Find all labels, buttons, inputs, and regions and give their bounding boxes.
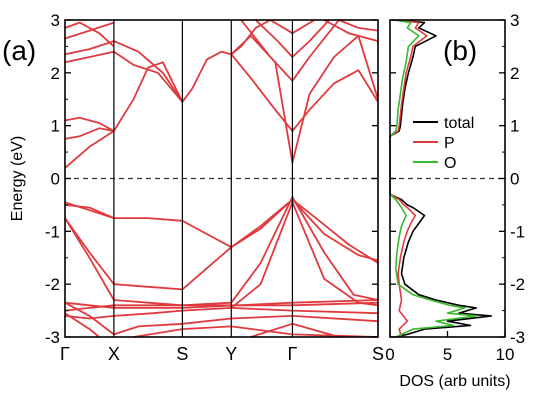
band-line	[338, 19, 379, 32]
band-line	[64, 50, 184, 103]
y-tick-label: 1	[510, 117, 519, 136]
band-line	[64, 21, 115, 40]
k-point-label: X	[108, 344, 120, 364]
y-tick-label: 2	[510, 64, 519, 83]
dos-legend: total PO	[413, 115, 474, 172]
dos-right-energy-ticks: 3 2 1 0 -1 -2 -3	[390, 11, 525, 347]
band-line	[64, 198, 379, 291]
x-tick-label: 5	[443, 345, 452, 364]
legend-label: O	[444, 155, 456, 172]
band-line	[64, 127, 115, 140]
dos-curve-total	[389, 19, 492, 338]
k-point-label: Γ	[287, 344, 297, 364]
energy-axis-label: Energy (eV)	[9, 136, 26, 221]
k-point-label: S	[372, 344, 384, 364]
dos-axis-label: DOS (arb units)	[399, 373, 510, 390]
y-tick-label: 0	[510, 170, 519, 189]
band-line	[64, 307, 379, 320]
legend-label: P	[444, 135, 455, 152]
band-line	[230, 53, 379, 132]
x-tick-label: 0	[385, 345, 394, 364]
panel-label-a: (a)	[2, 35, 36, 66]
y-tick-label: 2	[51, 64, 60, 83]
band-line	[64, 312, 100, 338]
k-point-label: Y	[225, 344, 237, 364]
k-point-label: Γ	[60, 344, 70, 364]
legend-label: total	[444, 115, 474, 132]
y-tick-label: -1	[45, 222, 60, 241]
y-tick-label: -1	[510, 222, 525, 241]
y-tick-label: -3	[45, 328, 60, 347]
band-line	[64, 301, 379, 312]
x-tick-label: 10	[496, 345, 515, 364]
y-tick-label: 3	[510, 11, 519, 30]
y-tick-label: 3	[51, 11, 60, 30]
panel-label-b: (b)	[443, 35, 477, 66]
band-line	[64, 61, 184, 132]
y-tick-label: 1	[51, 117, 60, 136]
y-tick-label: -2	[45, 275, 60, 294]
band-structure-panel: 3 2 1 0 -1 -2 -3 Γ X S Y Γ S (a) Energy (eV)	[2, 11, 384, 364]
band-line	[230, 34, 379, 164]
k-point-label: S	[176, 344, 188, 364]
dos-curves	[389, 19, 492, 338]
energy-axis-ticks: 3 2 1 0 -1 -2 -3	[45, 11, 378, 347]
dos-curve-o	[389, 19, 478, 338]
dos-axis-ticks: 0 5 10	[385, 331, 514, 364]
y-tick-label: -3	[510, 328, 525, 347]
band-line	[64, 196, 379, 307]
band-line	[64, 301, 379, 336]
y-tick-label: -2	[510, 275, 525, 294]
band-line	[64, 198, 379, 264]
band-line	[64, 21, 115, 48]
band-line	[64, 299, 379, 309]
y-tick-label: 0	[51, 170, 60, 189]
band-line	[323, 19, 379, 42]
band-line	[64, 130, 115, 169]
band-line	[64, 204, 115, 219]
dos-curve-p	[389, 19, 428, 338]
k-point-separators	[113, 20, 294, 337]
